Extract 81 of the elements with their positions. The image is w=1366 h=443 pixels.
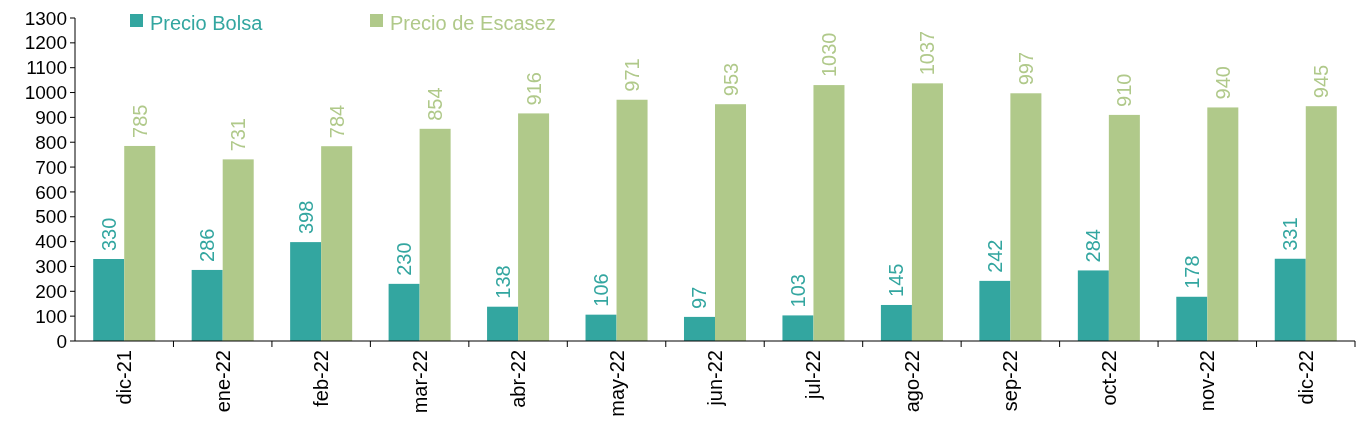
bar	[880, 304, 912, 341]
bar	[1274, 258, 1306, 341]
bar	[1305, 106, 1337, 341]
bar	[388, 283, 420, 341]
x-tick-label: oct-22	[1097, 350, 1120, 406]
data-label: 331	[1279, 217, 1302, 251]
bar	[616, 99, 648, 341]
data-label: 145	[885, 263, 908, 297]
x-tick-label: ene-22	[211, 350, 234, 413]
bar	[290, 242, 322, 341]
y-tick-label: 1300	[24, 7, 67, 29]
bar	[715, 104, 747, 341]
data-label: 731	[227, 118, 250, 152]
x-tick-label: sep-22	[999, 350, 1022, 412]
y-tick-label: 0	[56, 330, 67, 352]
data-label: 330	[97, 217, 120, 252]
x-tick-label: dic-21	[113, 350, 136, 405]
data-label: 286	[196, 228, 219, 262]
data-label: 953	[719, 62, 742, 97]
bar	[487, 306, 519, 341]
data-label: 106	[590, 273, 613, 307]
data-label: 1030	[817, 32, 840, 78]
bar	[222, 159, 254, 341]
bar	[124, 145, 156, 341]
bar	[683, 316, 715, 341]
data-label: 230	[393, 242, 416, 276]
bar	[911, 83, 943, 341]
bar	[419, 128, 451, 341]
x-tick-label: ago-22	[900, 350, 923, 413]
y-tick-label: 300	[35, 256, 67, 278]
data-label: 284	[1082, 229, 1105, 263]
y-tick-label: 1200	[24, 32, 67, 54]
bar	[321, 146, 353, 341]
bar	[1207, 107, 1239, 341]
bar	[1010, 93, 1042, 341]
data-label: 178	[1180, 255, 1203, 289]
data-label: 97	[688, 286, 711, 309]
y-tick-label: 900	[35, 107, 67, 129]
x-tick-label: nov-22	[1196, 350, 1219, 412]
bar	[191, 269, 223, 341]
bar	[979, 280, 1011, 341]
bar	[1077, 270, 1109, 341]
bar	[782, 315, 814, 341]
data-label: 997	[1014, 51, 1037, 86]
data-label: 971	[621, 58, 644, 92]
data-label: 398	[294, 200, 317, 235]
x-tick-label: dic-22	[1294, 350, 1317, 405]
data-label: 242	[983, 239, 1006, 273]
x-tick-label: feb-22	[310, 350, 333, 407]
bar	[93, 259, 125, 341]
data-label: 785	[128, 104, 151, 138]
x-tick-label: mar-22	[408, 350, 431, 414]
data-label: 1037	[916, 30, 939, 76]
y-tick-label: 200	[35, 280, 67, 302]
data-label: 940	[1211, 66, 1234, 100]
x-tick-label: abr-22	[507, 350, 530, 408]
bar	[585, 314, 617, 341]
bar	[813, 85, 845, 341]
x-tick-label: may-22	[605, 350, 628, 417]
y-tick-label: 700	[35, 156, 67, 178]
legend-label: Precio de Escasez	[390, 12, 556, 34]
data-label: 103	[786, 274, 809, 308]
y-tick-label: 1100	[26, 57, 67, 79]
bar	[518, 113, 550, 341]
y-tick-label: 400	[35, 231, 67, 253]
data-label: 910	[1113, 73, 1136, 107]
data-label: 945	[1310, 64, 1333, 99]
x-tick-label: jul-22	[802, 350, 825, 400]
legend-label: Precio Bolsa	[150, 12, 264, 34]
y-tick-label: 100	[35, 305, 67, 327]
data-label: 916	[522, 72, 545, 106]
data-label: 138	[491, 265, 514, 299]
y-tick-label: 500	[35, 206, 67, 228]
y-tick-label: 600	[35, 181, 67, 203]
bar	[1176, 296, 1208, 341]
data-label: 784	[325, 104, 348, 139]
x-tick-label: jun-22	[704, 350, 726, 407]
data-label: 854	[424, 87, 447, 121]
bar	[1108, 114, 1140, 341]
y-tick-label: 800	[35, 131, 67, 153]
y-tick-label: 1000	[24, 82, 67, 104]
